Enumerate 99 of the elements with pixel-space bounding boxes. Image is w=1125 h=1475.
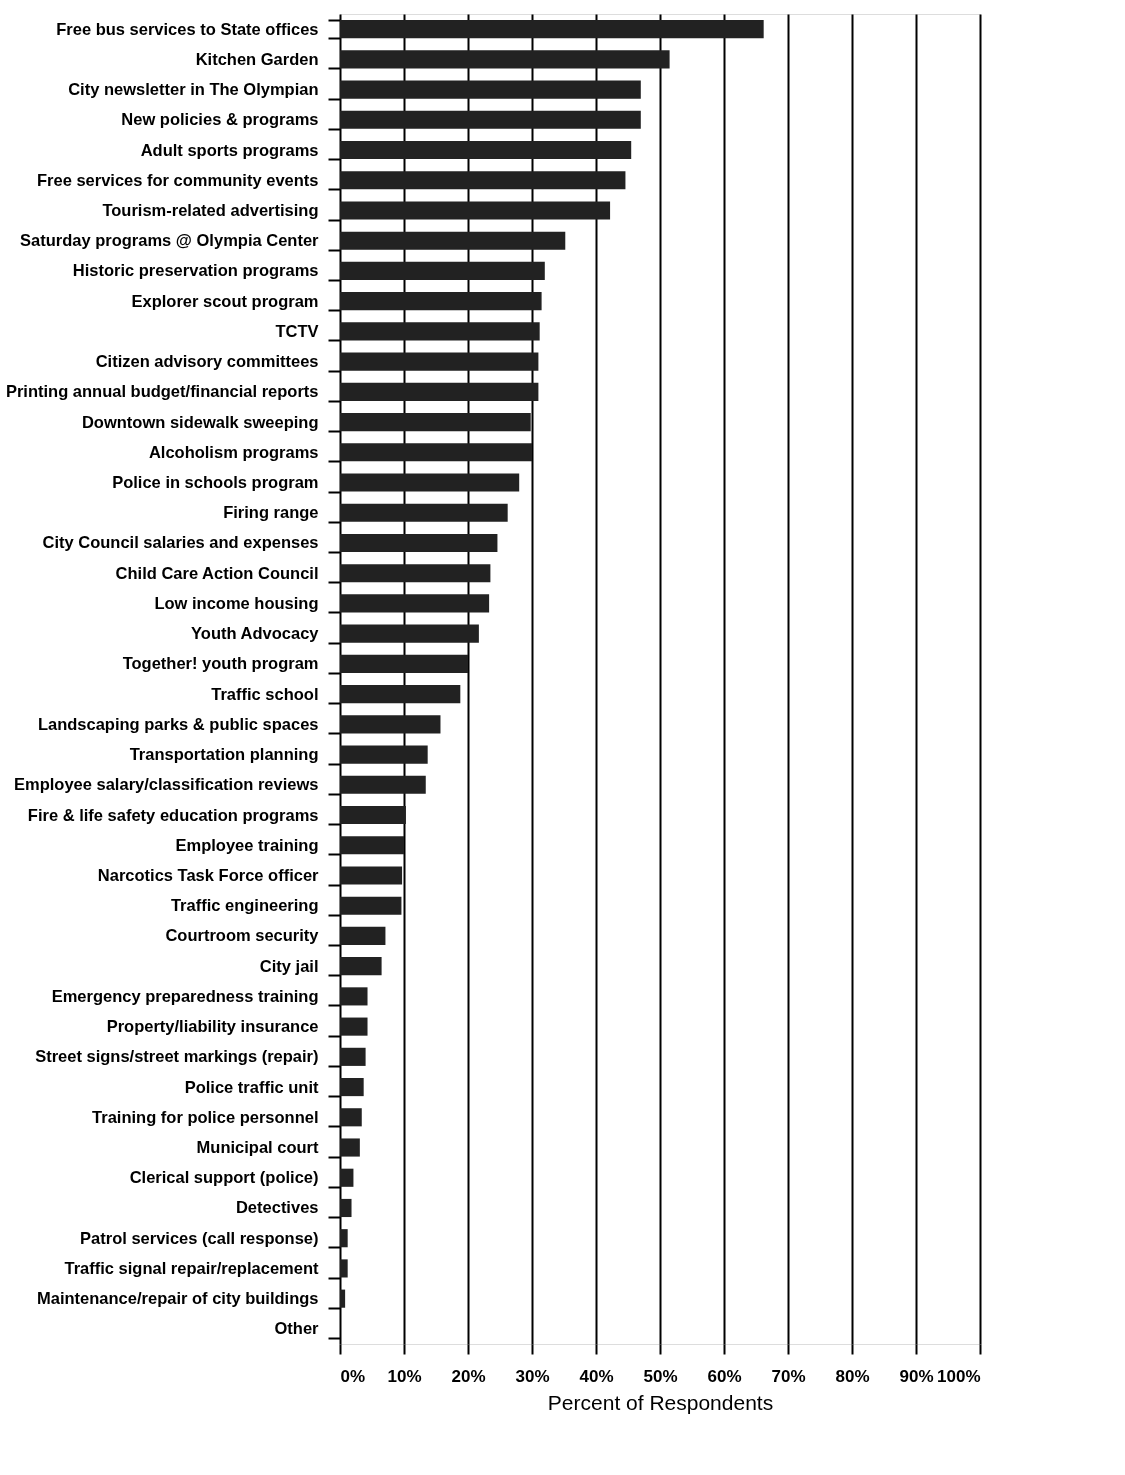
bar <box>340 20 764 39</box>
y-tick-label: Employee training <box>175 835 319 854</box>
bar <box>340 1168 354 1187</box>
bar <box>340 1017 368 1036</box>
y-tick-label: City newsletter in The Olympian <box>68 80 319 99</box>
y-tick-label: Traffic signal repair/replacement <box>64 1258 319 1277</box>
x-tick-label: 100% <box>937 1366 981 1386</box>
y-tick-label: Firing range <box>223 503 319 522</box>
y-tick-label: Free bus services to State offices <box>56 19 319 38</box>
y-tick-label: Landscaping parks & public spaces <box>37 714 319 733</box>
bar <box>340 322 540 341</box>
bar <box>340 261 545 280</box>
bar <box>340 1078 364 1097</box>
y-tick-label: Other <box>274 1319 320 1338</box>
bar <box>340 382 539 401</box>
y-tick-label: Traffic engineering <box>170 896 319 915</box>
y-tick-label: Emergency preparedness training <box>51 986 319 1005</box>
bar <box>340 443 532 462</box>
x-tick-label: 70% <box>771 1366 806 1386</box>
y-tick-label: Citizen advisory committees <box>95 352 319 371</box>
bar <box>340 140 632 160</box>
x-tick-label: 20% <box>451 1366 486 1386</box>
bar <box>340 805 406 825</box>
y-tick-label: Free services for community events <box>36 170 319 189</box>
y-tick-label: Municipal court <box>196 1138 319 1157</box>
bar <box>340 1289 346 1308</box>
y-tick-label: Historic preservation programs <box>72 261 319 280</box>
x-tick-label: 10% <box>387 1366 422 1386</box>
y-tick-label: TCTV <box>275 321 319 340</box>
bar <box>340 654 468 673</box>
y-tick-label: Police in schools program <box>112 473 319 492</box>
bar <box>340 1138 360 1157</box>
bar <box>340 473 520 492</box>
y-tick-label: Transportation planning <box>129 745 319 764</box>
y-tick-label: Patrol services (call response) <box>80 1228 319 1247</box>
x-tick-label: 50% <box>643 1366 678 1386</box>
y-tick-label: Clerical support (police) <box>129 1168 319 1187</box>
y-tick-label: Police traffic unit <box>184 1077 319 1096</box>
y-tick-label: Training for police personnel <box>92 1107 319 1126</box>
y-tick-label: Child Care Action Council <box>115 563 319 582</box>
x-tick-label: 90% <box>899 1366 934 1386</box>
bar <box>340 50 670 69</box>
bar <box>340 836 404 855</box>
bar <box>340 413 531 432</box>
y-tick-label: Low income housing <box>154 593 319 612</box>
y-tick-label: Courtroom security <box>165 926 320 945</box>
bar <box>340 957 382 976</box>
y-tick-label: City Council salaries and expenses <box>42 533 319 552</box>
x-tick-label: 60% <box>707 1366 742 1386</box>
bar <box>340 564 491 583</box>
bar <box>340 715 441 734</box>
bar <box>340 896 402 915</box>
bar <box>340 352 539 371</box>
y-tick-label: Employee salary/classification reviews <box>13 775 319 794</box>
bar <box>340 987 368 1006</box>
bar <box>340 533 498 553</box>
y-tick-label: Narcotics Task Force officer <box>97 865 320 884</box>
y-tick-label: Youth Advocacy <box>191 624 320 643</box>
y-tick-label: Kitchen Garden <box>195 49 319 68</box>
y-tick-label: New policies & programs <box>121 110 319 129</box>
bar <box>340 503 508 522</box>
y-tick-label: Maintenance/repair of city buildings <box>37 1289 319 1308</box>
y-tick-label: Traffic school <box>211 684 319 703</box>
bar <box>340 926 386 945</box>
x-tick-label: 40% <box>579 1366 614 1386</box>
x-tick-label: 80% <box>835 1366 870 1386</box>
bar <box>340 1198 352 1218</box>
bar <box>340 1259 348 1278</box>
y-tick-label: Alcoholism programs <box>148 442 319 461</box>
bar <box>340 1108 362 1127</box>
y-tick-label: Fire & life safety education programs <box>27 805 319 824</box>
bar <box>340 624 479 643</box>
y-tick-label: Detectives <box>235 1198 319 1217</box>
bar <box>340 594 490 613</box>
bar <box>340 201 611 220</box>
bar <box>340 110 641 129</box>
y-tick-label: Property/liability insurance <box>106 1017 319 1036</box>
bar <box>340 292 542 311</box>
x-tick-label: 0% <box>340 1366 366 1386</box>
bar <box>340 866 403 885</box>
x-axis-title: Percent of Respondents <box>547 1390 774 1414</box>
bar <box>340 1047 366 1066</box>
y-tick-label: Street signs/street markings (repair) <box>35 1047 319 1066</box>
y-tick-label: Printing annual budget/financial reports <box>5 382 319 401</box>
y-tick-label: City jail <box>259 956 319 975</box>
bar <box>340 775 426 794</box>
y-tick-label: Together! youth program <box>122 654 319 673</box>
bar <box>340 685 461 704</box>
bar <box>340 745 428 764</box>
x-tick-label: 30% <box>515 1366 550 1386</box>
bar <box>340 1229 348 1248</box>
y-tick-label: Downtown sidewalk sweeping <box>81 412 319 431</box>
y-tick-label: Saturday programs @ Olympia Center <box>19 231 320 250</box>
bar <box>340 171 626 190</box>
bar <box>340 80 641 99</box>
y-tick-label: Explorer scout program <box>131 291 319 310</box>
bar <box>340 231 566 250</box>
y-tick-label: Tourism-related advertising <box>102 200 319 219</box>
y-tick-label: Adult sports programs <box>140 140 319 159</box>
